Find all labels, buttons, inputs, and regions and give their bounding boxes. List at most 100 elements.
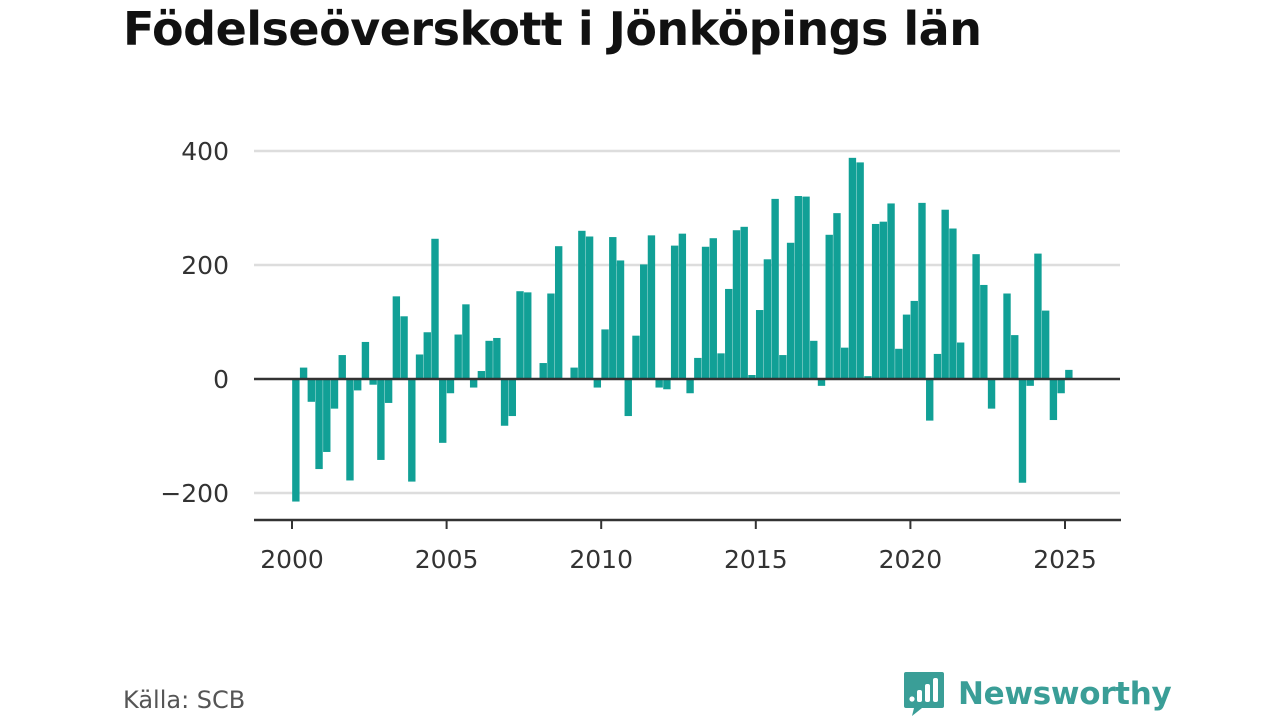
bar (794, 196, 802, 379)
bar (825, 234, 833, 379)
bar (686, 379, 694, 394)
brand-logo[interactable]: Newsworthy (902, 670, 1172, 718)
bar (384, 379, 393, 403)
bar (678, 233, 687, 379)
bar (439, 379, 447, 443)
bar (701, 246, 710, 379)
bar (1018, 379, 1027, 483)
bar (462, 304, 470, 379)
bar (887, 203, 895, 379)
bar (1041, 310, 1050, 379)
bar (469, 379, 478, 388)
bar (1049, 379, 1058, 421)
bar (547, 293, 555, 379)
bar (763, 259, 772, 379)
chart-title: Födelseöverskott i Jönköpings län (123, 2, 982, 56)
bar (802, 196, 810, 379)
bar (431, 238, 439, 379)
bar (415, 354, 424, 379)
bar (856, 162, 864, 379)
bar (709, 238, 717, 379)
bar (663, 379, 671, 390)
source-note: Källa: SCB (123, 686, 246, 714)
bar (864, 376, 872, 379)
bar (632, 335, 640, 379)
bar (740, 226, 748, 379)
bar (477, 371, 486, 379)
bar (833, 213, 841, 379)
bar (408, 379, 416, 482)
bar (593, 379, 602, 388)
bar (315, 379, 323, 470)
bar (307, 379, 316, 402)
bar (987, 379, 996, 409)
bar (755, 310, 764, 379)
x-tick-label: 2025 (1033, 545, 1097, 574)
bar (956, 342, 965, 379)
x-tick-label: 2005 (415, 545, 479, 574)
bar (493, 337, 501, 379)
bar (578, 230, 586, 379)
bar (810, 340, 818, 379)
bar (554, 246, 563, 379)
bar (980, 284, 988, 379)
bar (369, 379, 377, 385)
bar (926, 379, 934, 421)
x-tick-label: 2010 (569, 545, 633, 574)
bar (786, 242, 795, 379)
bar (941, 209, 949, 379)
bar (299, 367, 308, 379)
bar (1026, 379, 1034, 386)
bar (516, 291, 524, 379)
bars (292, 157, 1073, 502)
bar (508, 379, 516, 417)
bar (1034, 253, 1042, 379)
bar (601, 329, 609, 379)
y-tick-label: −200 (160, 479, 229, 508)
bar (1057, 379, 1065, 394)
bar (338, 355, 346, 379)
x-tick-label: 2015 (724, 545, 788, 574)
bar (732, 230, 741, 379)
bar (354, 379, 362, 391)
bar (392, 296, 401, 379)
bar (1003, 293, 1011, 379)
bar (323, 379, 331, 452)
y-tick-label: 200 (181, 251, 229, 280)
bar (972, 254, 980, 379)
bar (1011, 335, 1019, 379)
bar (377, 379, 385, 460)
bar (949, 228, 957, 379)
bar (725, 288, 733, 379)
bar (423, 332, 431, 379)
bar (539, 363, 547, 379)
x-tick-label: 2000 (260, 545, 324, 574)
axes (254, 377, 1121, 529)
bar (446, 379, 455, 394)
bar (1065, 369, 1073, 379)
bar (694, 357, 702, 379)
bar (640, 264, 648, 379)
brand-name: Newsworthy (958, 676, 1172, 712)
tick-labels: −200 0 200 400 2000 2005 2010 2015 2020 2025 (160, 137, 1096, 574)
bar (400, 316, 408, 379)
bar (485, 340, 493, 379)
bar (624, 379, 632, 417)
bar (933, 353, 942, 379)
y-tick-label: 0 (213, 365, 229, 394)
bar (771, 198, 779, 379)
bar (292, 379, 300, 502)
bar (616, 260, 625, 379)
y-tick-label: 400 (181, 137, 229, 166)
bar (454, 334, 462, 379)
newsworthy-logo-icon (904, 672, 944, 716)
bar (655, 379, 663, 388)
bar (918, 202, 926, 379)
bar (779, 355, 787, 379)
bar (871, 223, 880, 379)
bar (346, 379, 354, 481)
bar (524, 292, 532, 379)
bar (717, 353, 725, 379)
bar (841, 347, 849, 379)
bar (848, 157, 857, 379)
